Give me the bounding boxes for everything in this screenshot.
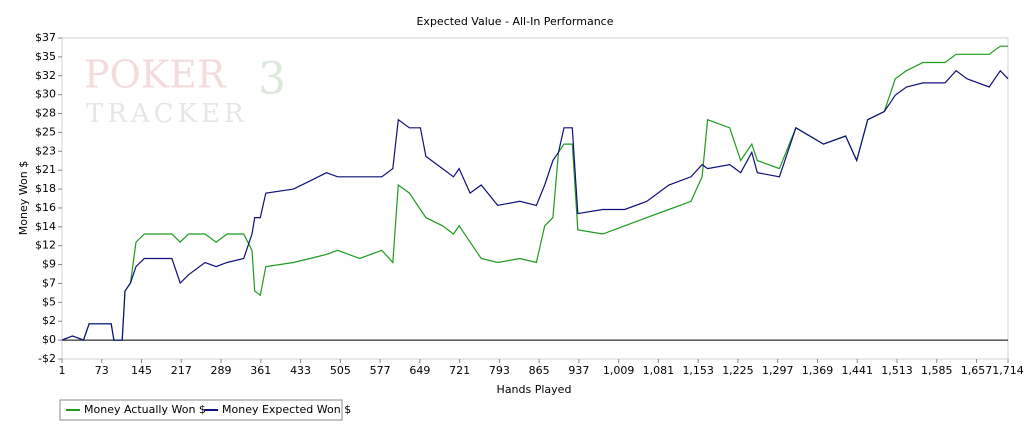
y-tick-label: $14 <box>35 220 56 233</box>
x-tick-label: 1,225 <box>722 364 754 377</box>
plot-frame <box>61 37 1009 360</box>
x-tick-label: 505 <box>330 364 351 377</box>
x-tick-label: 1,297 <box>762 364 794 377</box>
y-tick-label: $0 <box>42 333 56 346</box>
x-tick-label: 1,441 <box>841 364 873 377</box>
x-tick-label: 1,714 <box>992 364 1024 377</box>
y-axis-label: Money Won $ <box>17 161 30 235</box>
watermark: TRACKER <box>86 99 248 129</box>
y-tick-label: $30 <box>35 88 56 101</box>
y-tick-label: -$2 <box>38 352 56 365</box>
x-tick-label: 865 <box>529 364 550 377</box>
y-tick-label: $18 <box>35 182 56 195</box>
y-tick-label: $7 <box>42 276 56 289</box>
x-tick-label: 1,081 <box>643 364 675 377</box>
x-tick-label: 1,009 <box>603 364 635 377</box>
x-tick-label: 73 <box>95 364 109 377</box>
x-tick-label: 1,657 <box>961 364 993 377</box>
x-tick-label: 793 <box>489 364 510 377</box>
legend-label: Money Expected Won $ <box>222 403 351 416</box>
y-tick-label: $28 <box>35 107 56 120</box>
x-tick-label: 145 <box>131 364 152 377</box>
y-tick-label: $23 <box>35 144 56 157</box>
y-tick-label: $21 <box>35 163 56 176</box>
x-tick-label: 1,153 <box>682 364 714 377</box>
y-tick-label: $2 <box>42 314 56 327</box>
x-tick-label: 1,585 <box>921 364 953 377</box>
y-tick-label: $25 <box>35 125 56 138</box>
x-tick-label: 1,369 <box>802 364 834 377</box>
x-tick-label: 577 <box>370 364 391 377</box>
x-tick-label: 1 <box>59 364 66 377</box>
y-tick-label: $16 <box>35 201 56 214</box>
x-tick-label: 649 <box>409 364 430 377</box>
y-tick-label: $5 <box>42 295 56 308</box>
legend-box <box>59 399 343 421</box>
chart-title: Expected Value - All-In Performance <box>416 15 613 28</box>
x-tick-label: 721 <box>449 364 470 377</box>
legend-label: Money Actually Won $ <box>84 403 206 416</box>
x-tick-label: 289 <box>211 364 232 377</box>
x-axis-label: Hands Played <box>497 383 572 396</box>
watermark: POKER <box>84 53 227 97</box>
y-tick-label: $32 <box>35 69 56 82</box>
y-tick-label: $35 <box>35 50 56 63</box>
series-line <box>61 69 1009 341</box>
x-tick-label: 433 <box>290 364 311 377</box>
y-tick-label: $9 <box>42 258 56 271</box>
y-tick-label: $12 <box>35 239 56 252</box>
x-tick-label: 361 <box>250 364 271 377</box>
y-tick-label: $37 <box>35 31 56 44</box>
watermark: 3 <box>258 54 286 105</box>
x-tick-label: 937 <box>568 364 589 377</box>
x-tick-label: 217 <box>171 364 192 377</box>
x-tick-label: 1,513 <box>881 364 913 377</box>
